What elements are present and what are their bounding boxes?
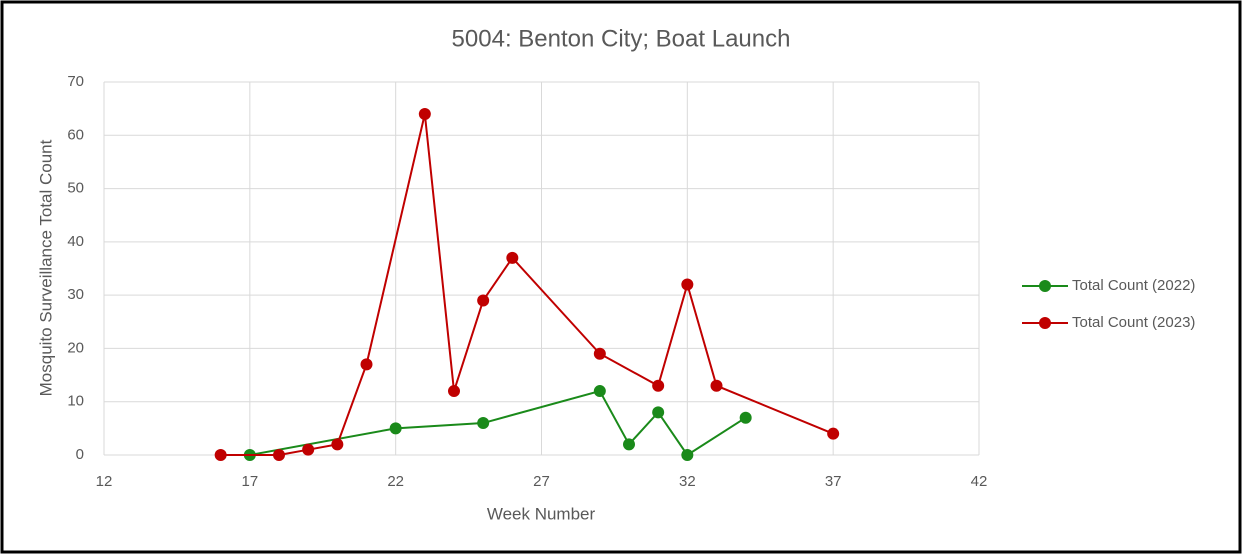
data-point: [360, 358, 373, 371]
data-point: [477, 417, 490, 430]
data-point: [331, 438, 344, 451]
x-axis-label: Week Number: [487, 504, 596, 523]
data-point: [593, 347, 606, 360]
data-point: [389, 422, 402, 435]
data-point: [652, 406, 665, 419]
y-tick-label: 0: [76, 446, 84, 463]
data-point: [477, 294, 490, 307]
data-point: [593, 385, 606, 398]
data-point: [739, 411, 752, 424]
x-tick-label: 12: [96, 473, 113, 490]
x-tick-label: 37: [825, 473, 842, 490]
data-point: [214, 449, 227, 461]
chart-title: 5004: Benton City; Boat Launch: [452, 25, 791, 52]
x-tick-label: 32: [679, 473, 696, 490]
data-point: [652, 379, 665, 392]
legend-label: Total Count (2022): [1072, 277, 1195, 294]
series-line: [249, 389, 747, 457]
data-point: [681, 278, 694, 291]
legend-marker: [1039, 280, 1051, 292]
data-point: [710, 379, 723, 392]
y-tick-label: 50: [67, 180, 84, 197]
x-tick-label: 17: [241, 473, 258, 490]
y-axis-label: Mosquito Surveillance Total Count: [36, 139, 55, 396]
data-point: [623, 438, 635, 451]
data-point: [273, 449, 285, 461]
data-point: [506, 251, 519, 264]
y-tick-label: 70: [67, 73, 84, 90]
data-point: [448, 385, 460, 398]
data-point: [302, 443, 315, 456]
data-point: [418, 107, 431, 120]
data-point: [827, 427, 840, 440]
x-tick-label: 27: [533, 473, 550, 490]
y-tick-label: 20: [67, 339, 84, 356]
data-point: [681, 449, 694, 461]
y-tick-label: 40: [67, 233, 84, 250]
legend-label: Total Count (2023): [1072, 314, 1195, 331]
x-tick-label: 42: [971, 473, 988, 490]
y-tick-label: 30: [67, 286, 84, 303]
y-tick-label: 60: [67, 126, 84, 143]
legend-marker: [1039, 317, 1051, 329]
x-tick-label: 22: [387, 473, 404, 490]
y-tick-label: 10: [67, 393, 84, 410]
